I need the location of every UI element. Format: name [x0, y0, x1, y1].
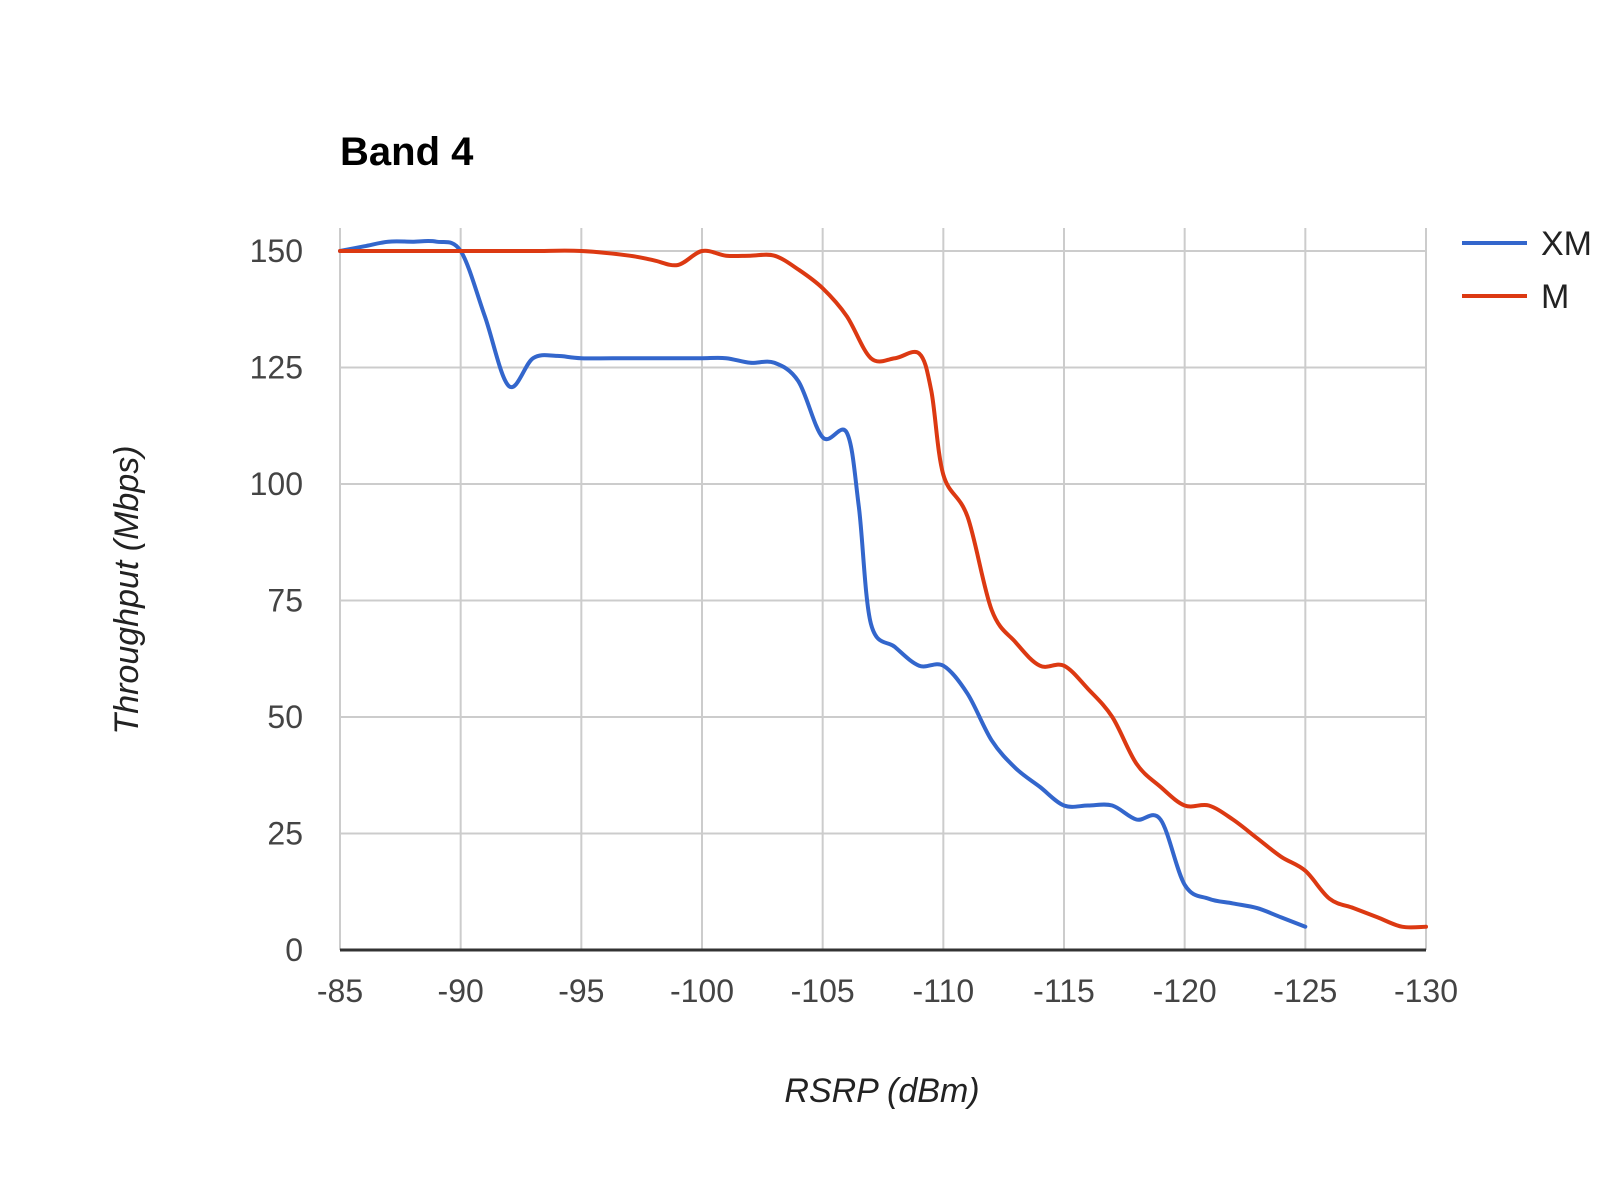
x-tick-label: -120 [1153, 973, 1217, 1009]
x-tick-label: -105 [791, 973, 855, 1009]
y-tick-label: 50 [267, 699, 303, 735]
y-tick-label: 100 [250, 466, 303, 502]
y-tick-label: 0 [285, 932, 303, 968]
chart-title: Band 4 [340, 130, 474, 174]
y-tick-label: 125 [250, 350, 303, 386]
series-line-0 [338, 238, 1308, 929]
legend: XM M [1462, 225, 1592, 316]
x-tick-label: -95 [558, 973, 604, 1009]
y-axis-tick-labels: 0 25 50 75 100 125 150 [250, 233, 303, 968]
legend-label: M [1541, 278, 1569, 316]
y-axis-title: Throughput (Mbps) [108, 445, 146, 734]
legend-label: XM [1541, 225, 1592, 263]
series-lines [338, 238, 1428, 930]
x-axis-tick-labels: -85 -90 -95 -100 -105 -110 -115 -120 -125 -130 [317, 973, 1458, 1009]
x-axis-title: RSRP (dBm) [784, 1072, 979, 1110]
series-line-1 [338, 248, 1428, 930]
y-tick-label: 75 [267, 583, 303, 619]
x-tick-label: -85 [317, 973, 363, 1009]
x-tick-label: -115 [1033, 973, 1095, 1009]
y-tick-label: 25 [267, 816, 303, 852]
x-tick-label: -90 [438, 973, 484, 1009]
x-tick-label: -125 [1273, 973, 1337, 1009]
x-tick-label: -130 [1394, 973, 1458, 1009]
x-tick-label: -110 [912, 973, 974, 1009]
x-tick-label: -100 [670, 973, 734, 1009]
y-tick-label: 150 [250, 233, 303, 269]
